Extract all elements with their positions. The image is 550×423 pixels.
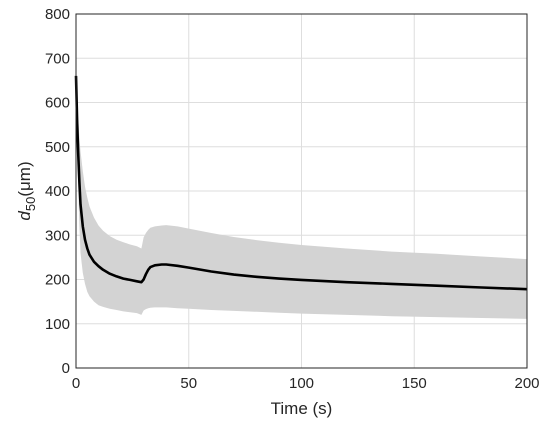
y-tick-label: 300 bbox=[45, 227, 70, 244]
x-tick-labels: 0 50 100 150 200 bbox=[72, 375, 540, 392]
y-tick-label: 500 bbox=[45, 139, 70, 156]
y-tick-labels: 0 100 200 300 400 500 600 700 800 bbox=[45, 6, 70, 377]
x-tick-label: 100 bbox=[289, 375, 314, 392]
y-axis-label-main: d bbox=[15, 211, 34, 221]
y-axis-label: d50(μm) bbox=[15, 161, 38, 220]
x-tick-label: 200 bbox=[514, 375, 539, 392]
x-tick-label: 0 bbox=[72, 375, 80, 392]
y-tick-label: 400 bbox=[45, 183, 70, 200]
x-axis-label: Time (s) bbox=[271, 399, 333, 418]
y-tick-label: 0 bbox=[62, 360, 70, 377]
y-tick-label: 800 bbox=[45, 6, 70, 23]
y-axis-label-subscript: 50 bbox=[23, 197, 38, 211]
y-tick-label: 200 bbox=[45, 272, 70, 289]
y-axis-label-unit: (μm) bbox=[15, 161, 34, 196]
uncertainty-band bbox=[76, 75, 527, 319]
y-tick-label: 700 bbox=[45, 50, 70, 67]
x-tick-label: 50 bbox=[180, 375, 197, 392]
plot-frame bbox=[75, 13, 528, 369]
y-tick-label: 100 bbox=[45, 316, 70, 333]
x-tick-label: 150 bbox=[402, 375, 427, 392]
y-tick-label: 600 bbox=[45, 95, 70, 112]
mean-d50-line bbox=[74, 75, 528, 291]
